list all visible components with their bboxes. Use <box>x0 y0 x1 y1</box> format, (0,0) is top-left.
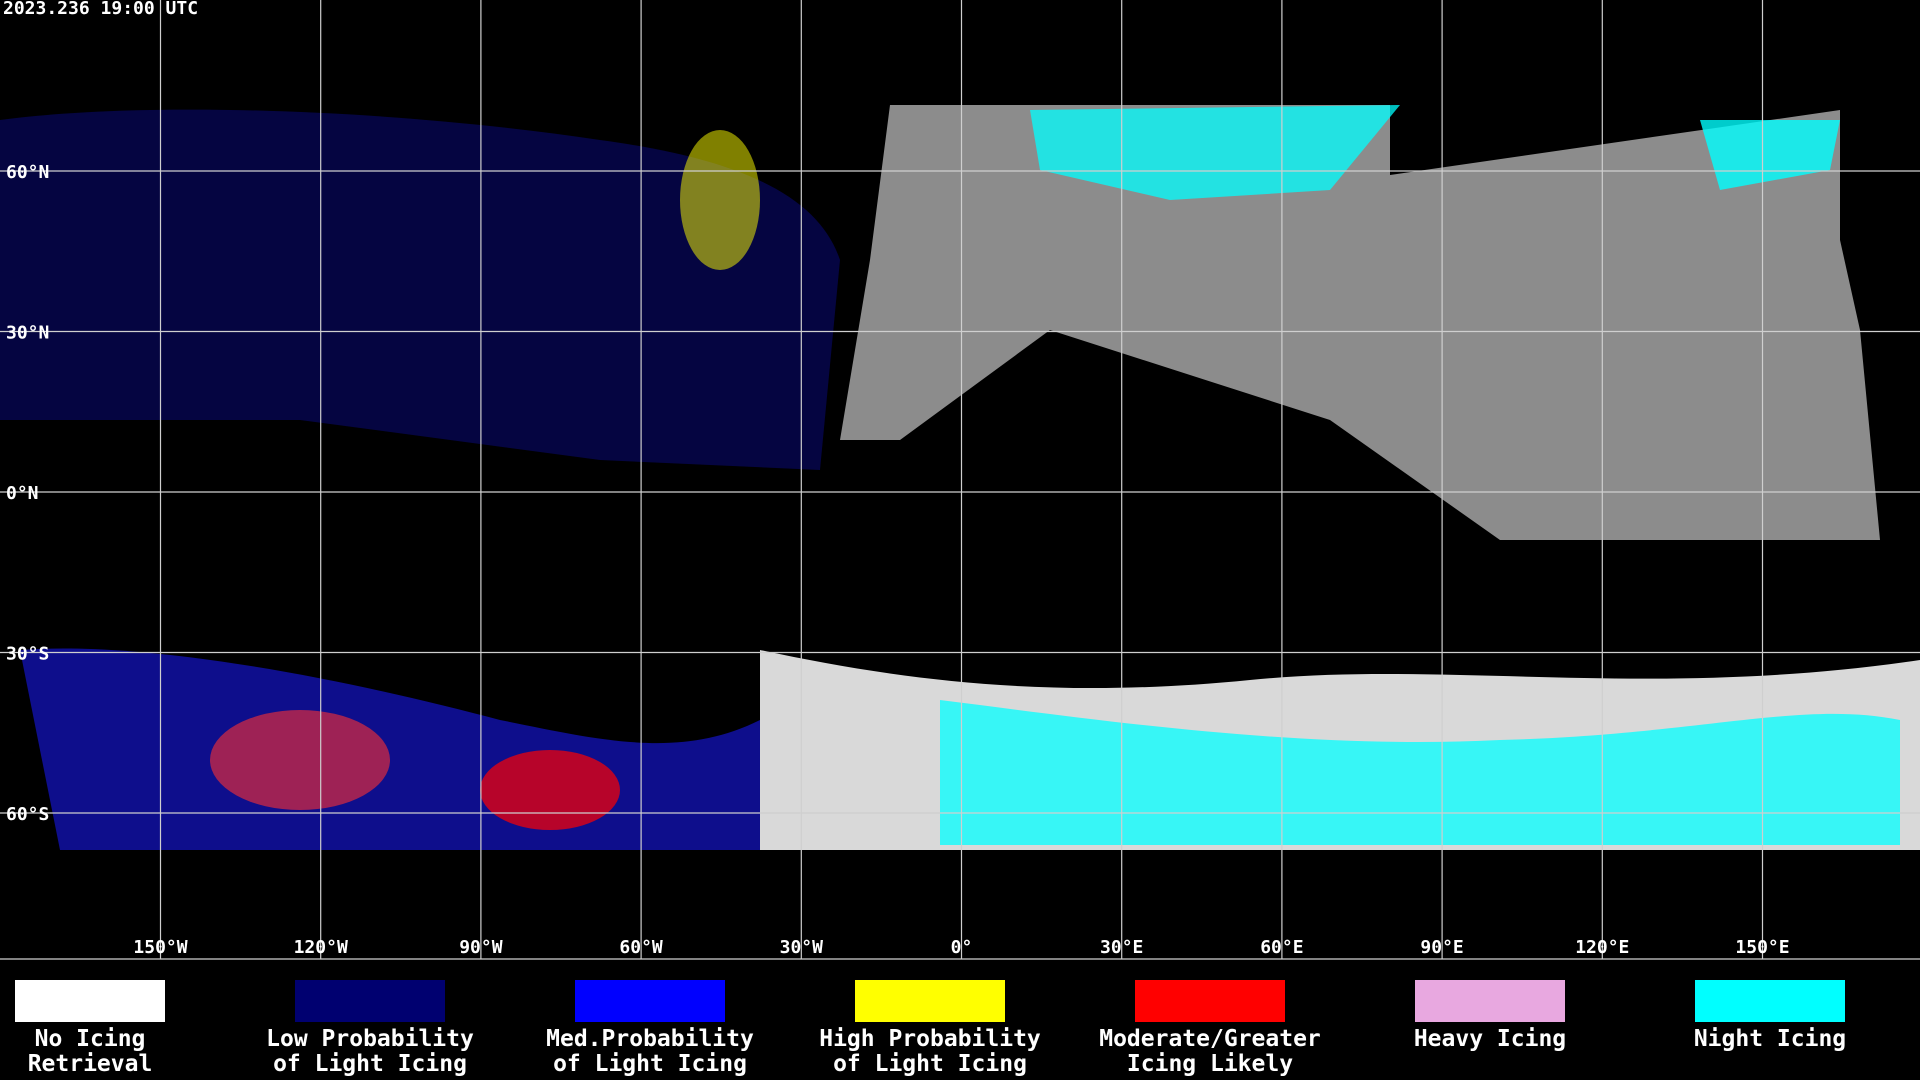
legend-swatch <box>1695 980 1845 1022</box>
longitude-label: 120°W <box>294 937 348 958</box>
cloud-patch <box>840 105 1880 540</box>
timestamp: 2023.236 19:00 UTC <box>3 0 198 19</box>
longitude-label: 60°E <box>1260 937 1303 958</box>
latitude-label: 60°N <box>6 162 49 183</box>
longitude-label: 0° <box>951 937 973 958</box>
longitude-label: 90°W <box>459 937 503 958</box>
legend-label: Retrieval <box>28 1051 153 1077</box>
legend-swatch <box>855 980 1005 1022</box>
legend-label: Low Probability <box>266 1026 474 1052</box>
longitude-label: 90°E <box>1420 937 1463 958</box>
night-icing-patch <box>1700 120 1840 190</box>
longitude-label: 150°W <box>133 937 187 958</box>
legend-label: Moderate/Greater <box>1099 1026 1321 1052</box>
legend-label: Heavy Icing <box>1414 1026 1566 1052</box>
graticule-labels: 60°N 30°N 0°N 30°S 60°S 150°W 120°W 90°W 60°W 30°… <box>6 162 1790 958</box>
longitude-label: 60°W <box>619 937 663 958</box>
legend-label: of Light Icing <box>273 1051 467 1077</box>
legend-label: Med.Probability <box>546 1026 754 1052</box>
legend-swatch <box>1415 980 1565 1022</box>
icing-patch <box>0 109 840 470</box>
longitude-label: 120°E <box>1575 937 1629 958</box>
latitude-label: 0°N <box>6 483 39 504</box>
legend-label: Icing Likely <box>1127 1051 1293 1077</box>
legend-label: of Light Icing <box>553 1051 747 1077</box>
icing-patch <box>210 710 390 810</box>
legend-swatch <box>295 980 445 1022</box>
night-icing-patch <box>1030 105 1400 200</box>
longitude-label: 30°W <box>780 937 824 958</box>
legend-swatch <box>575 980 725 1022</box>
cloud-field <box>0 105 1920 850</box>
longitude-label: 150°E <box>1735 937 1789 958</box>
legend-swatch <box>1135 980 1285 1022</box>
longitude-label: 30°E <box>1100 937 1143 958</box>
legend-label: High Probability <box>819 1026 1041 1052</box>
legend-swatch <box>15 980 165 1022</box>
latitude-label: 60°S <box>6 804 49 825</box>
latitude-label: 30°N <box>6 323 49 344</box>
legend-label: No Icing <box>35 1026 146 1052</box>
latitude-label: 30°S <box>6 644 49 665</box>
graticule <box>0 0 1920 959</box>
icing-patch <box>680 130 760 270</box>
night-icing-patch <box>940 700 1900 845</box>
legend-label: of Light Icing <box>833 1051 1027 1077</box>
legend-label: Night Icing <box>1694 1026 1846 1052</box>
icing-patch <box>480 750 620 830</box>
